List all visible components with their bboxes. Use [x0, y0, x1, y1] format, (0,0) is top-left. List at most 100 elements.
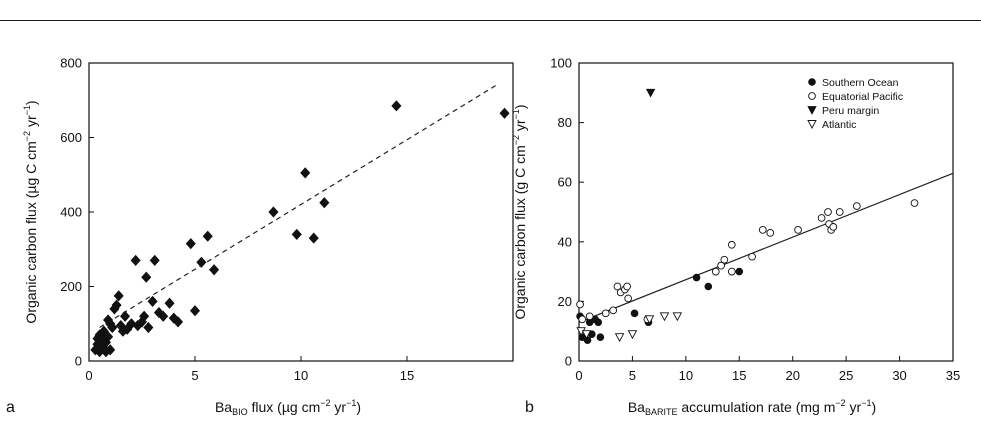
panel-b-point-equatorial-pacific [748, 252, 756, 261]
panel-b-plot-frame [578, 62, 954, 362]
x-label-main: Ba [215, 399, 232, 415]
panel-a-point-data [391, 100, 402, 112]
panel-a-point-data [158, 310, 169, 322]
panel-a-point-data [120, 310, 131, 322]
panel-a-point-data [196, 256, 207, 268]
panel-a-point-data [164, 297, 175, 309]
y-label-superscript: −1 [511, 109, 521, 119]
panel-b-point-southern-ocean [596, 333, 605, 341]
y-label-superscript: −2 [22, 131, 32, 141]
y-label-text: yr [512, 119, 528, 135]
panel-b-y-tick-label: 0 [565, 354, 572, 369]
panel-a-point-data [139, 310, 150, 322]
panel-b-point-equatorial-pacific [727, 240, 736, 249]
panel-b-x-tick-label: 20 [785, 368, 799, 383]
panel-a-x-tick-label: 10 [294, 368, 308, 383]
panel-b-point-equatorial-pacific [727, 267, 736, 276]
panel-b-point-southern-ocean [692, 273, 701, 282]
panel-a-point-data [113, 290, 124, 302]
panel-b-point-atlantic [659, 312, 670, 322]
panel-a-y-tick-label: 600 [60, 130, 82, 145]
panel-b-x-axis-label: BaBARITE accumulation rate (mg m−2 yr−1) [628, 398, 876, 417]
panel-b-point-peru-margin [645, 88, 656, 98]
panel-a-point-data [103, 314, 114, 326]
y-label-superscript: −2 [511, 135, 521, 145]
panel-b-y-tick-label: 60 [558, 175, 572, 190]
x-label-text: accumulation rate (mg m [677, 399, 835, 415]
panel-b-point-equatorial-pacific [623, 282, 631, 291]
y-label-text: ) [512, 104, 528, 109]
panel-b-letter: b [525, 399, 534, 416]
panel-a-point-data [173, 316, 184, 328]
panel-b-point-equatorial-pacific [613, 282, 622, 291]
panel-b-x-tick-label: 30 [892, 368, 906, 383]
x-label-subscript: BIO [232, 407, 248, 417]
x-label-superscript: −1 [346, 398, 356, 408]
panel-b-point-equatorial-pacific [852, 202, 861, 210]
panel-b-point-equatorial-pacific [720, 255, 729, 264]
panel-a-x-tick-label: 15 [400, 368, 414, 383]
panel-a-point-data [499, 107, 510, 119]
y-label-text: ) [23, 100, 39, 105]
y-label-text: Organic carbon flux (g C cm [512, 145, 528, 319]
panel-b-point-equatorial-pacific [817, 214, 826, 222]
x-label-superscript: −2 [320, 398, 330, 408]
panel-a-y-axis-label: Organic carbon flux (µg C cm−2 yr−1) [22, 100, 39, 323]
panel-b-x-tick-label: 25 [839, 368, 853, 383]
panel-b-legend-marker [808, 78, 816, 86]
panel-a-point-data [107, 321, 118, 334]
panel-a-letter: a [6, 399, 15, 416]
y-label-text: yr [23, 115, 39, 131]
x-label-superscript: −1 [861, 398, 871, 408]
panel-b-point-equatorial-pacific [766, 229, 775, 237]
panel-a-x-tick-label: 5 [191, 368, 198, 383]
x-label-text: ) [356, 399, 361, 415]
panel-b-y-tick-label: 20 [558, 294, 572, 309]
y-label-superscript: −1 [22, 105, 32, 115]
panel-a-x-tick-label: 0 [85, 368, 92, 383]
panel-b-point-equatorial-pacific [758, 226, 767, 234]
panel-b-point-equatorial-pacific [609, 306, 618, 315]
panel-a-point-data [189, 305, 201, 317]
panel-a-point-data [209, 264, 220, 276]
panel-b-point-equatorial-pacific [601, 309, 610, 318]
panel-b-legend-label: Peru margin [822, 105, 879, 117]
panel-a-point-data [300, 167, 311, 179]
panel-a-point-data [130, 254, 141, 267]
panel-b-point-equatorial-pacific [711, 267, 720, 276]
y-label-text: Organic carbon flux (µg C cm [23, 141, 39, 323]
panel-a-point-data [141, 271, 152, 283]
panel-a-point-data [147, 295, 158, 307]
panel-a-point-data [319, 197, 330, 209]
panel-b-x-tick-label: 5 [629, 368, 636, 383]
panel-b-y-tick-label: 40 [558, 234, 572, 249]
panel-a-point-data [149, 254, 160, 267]
panel-b-point-equatorial-pacific [824, 208, 832, 216]
panel-b-y-axis-label: Organic carbon flux (g C cm−2 yr−1) [511, 104, 528, 319]
panel-b-point-atlantic [627, 330, 638, 340]
panel-b-point-southern-ocean [630, 309, 639, 318]
panel-b-y-tick-label: 100 [550, 56, 572, 71]
x-label-text: yr [331, 399, 347, 415]
panel-a-y-tick-label: 400 [60, 205, 82, 220]
panel-b-legend-label: Equatorial Pacific [822, 91, 903, 103]
panel-b-point-equatorial-pacific [576, 300, 584, 309]
panel-a-point-data [291, 228, 302, 240]
x-label-text: yr [846, 399, 862, 415]
panel-b-point-equatorial-pacific [910, 199, 919, 207]
panel-a-fit-line [99, 84, 497, 328]
x-label-subscript: BARITE [645, 407, 678, 417]
x-label-text: flux (µg cm [248, 399, 321, 415]
panel-a-point-data [202, 230, 213, 242]
panel-b-y-tick-label: 80 [558, 115, 572, 130]
panel-b-point-southern-ocean [704, 282, 713, 291]
panel-b-legend-marker [808, 92, 816, 100]
panel-b-point-atlantic [644, 315, 655, 325]
panel-b-x-tick-label: 0 [575, 368, 582, 383]
panel-a-point-data [103, 331, 114, 343]
panel-a-point-data [168, 312, 179, 324]
panel-b-point-southern-ocean [735, 267, 744, 276]
panel-b-point-atlantic [672, 312, 683, 322]
